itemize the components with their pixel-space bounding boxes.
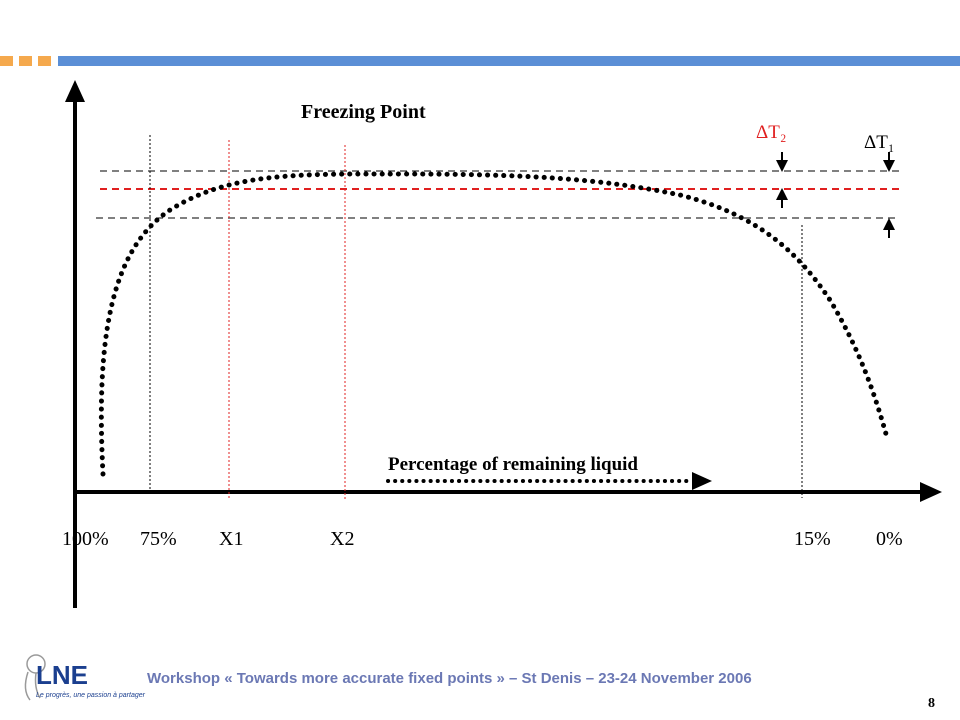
delta-t1-arrow-up-head (883, 218, 895, 230)
diagram-title: Freezing Point (301, 101, 426, 123)
delta-t2-arrow-down-head (776, 160, 788, 172)
delta-t2-label: ΔT₂ (756, 122, 786, 143)
tick-label-75: 75% (140, 528, 177, 550)
delta-t1-arrow-down-head (883, 160, 895, 172)
footer-text: Workshop « Towards more accurate fixed p… (147, 670, 752, 687)
lne-logo-tagline: Le progrès, une passion à partager (36, 692, 145, 699)
freezing-curve (98, 171, 889, 477)
tick-label-x1: X1 (219, 528, 243, 550)
header-square-3 (38, 56, 51, 66)
percentage-arrow-head (692, 472, 712, 490)
x-axis-label: Percentage of remaining liquid (388, 454, 638, 475)
x-axis-arrow (920, 482, 942, 502)
header-square-1 (0, 56, 13, 66)
delta-t1-label: ΔT₁ (864, 132, 894, 153)
page-number: 8 (928, 696, 935, 711)
header-bar (58, 56, 960, 66)
lne-logo-text: LNE (36, 660, 88, 690)
lne-logo-figure (24, 654, 46, 701)
header-square-2 (19, 56, 32, 66)
delta-t2-arrow-up-head (776, 188, 788, 200)
tick-label-100: 100% (62, 528, 109, 550)
tick-label-x2: X2 (330, 528, 354, 550)
tick-label-0: 0% (876, 528, 903, 550)
y-axis-arrow (65, 80, 85, 102)
tick-label-15: 15% (794, 528, 831, 550)
